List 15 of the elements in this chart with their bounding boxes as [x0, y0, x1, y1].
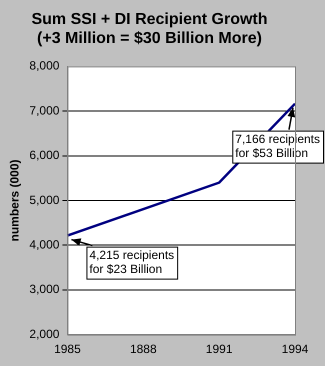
chart-title: Sum SSI + DI Recipient Growth (+3 Million = $30 Billion More) — [31, 11, 268, 48]
annotation: 7,166 recipients for $53 Billion — [235, 132, 320, 160]
x-tick-label: 1985 — [54, 342, 82, 356]
x-tick-label: 1888 — [130, 342, 157, 356]
y-tick-label: 4,000 — [29, 238, 60, 252]
annotation: 4,215 recipients for $23 Billion — [89, 248, 174, 276]
y-tick-label: 7,000 — [29, 103, 60, 118]
y-axis-title: numbers (000) — [8, 159, 22, 242]
y-tick-label: 5,000 — [29, 192, 60, 207]
x-tick-label: 1991 — [206, 342, 233, 356]
x-tick-label: 1994 — [282, 342, 309, 356]
y-tick-label: 2,000 — [29, 326, 60, 341]
y-tick-label: 6,000 — [29, 148, 60, 162]
y-tick-label: 8,000 — [29, 58, 60, 73]
y-tick-label: 3,000 — [29, 282, 60, 296]
